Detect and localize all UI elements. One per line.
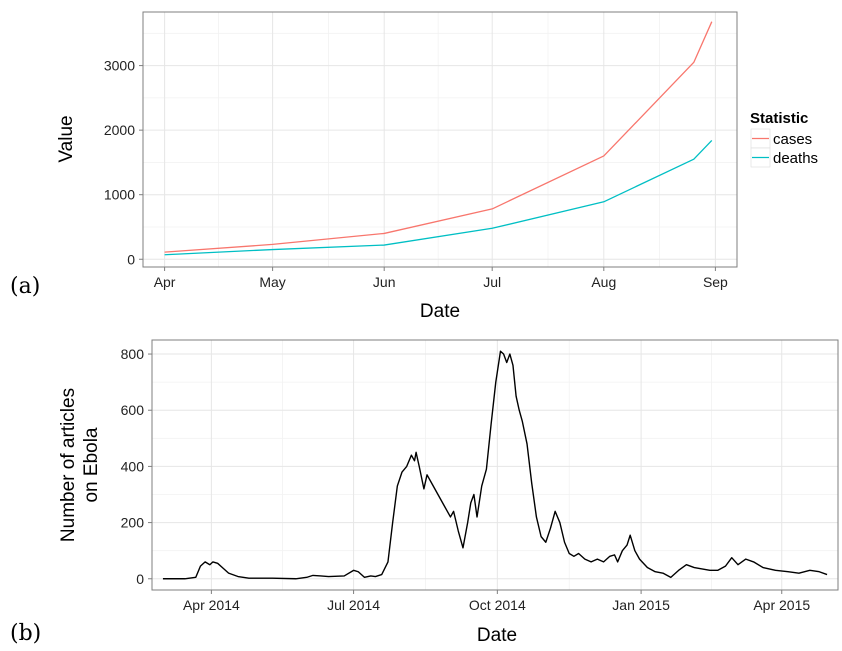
y-tick-label: 200: [121, 515, 145, 531]
y-tick-label: 600: [121, 402, 145, 418]
y-tick-label: 0: [127, 251, 135, 267]
chart-b: 0 200 400 600 800 Apr 2014 Jul 2014 Oct 2014 Jan…: [10, 339, 839, 646]
y-tick-label: 800: [121, 346, 145, 362]
chart-b-y-axis-title-line-1: Number of articles: [58, 388, 79, 542]
x-tick-label: Jun: [373, 274, 396, 290]
x-tick-label: Apr 2014: [183, 597, 240, 613]
chart-b-series: [162, 350, 828, 580]
x-tick-label: Jul: [483, 274, 501, 290]
chart-b-y-axis-title-line-2: on Ebola: [81, 427, 102, 502]
legend-label-cases: cases: [773, 131, 812, 148]
y-tick-label: 1000: [104, 187, 135, 203]
x-tick-label: Oct 2014: [469, 597, 526, 613]
x-tick-label: May: [259, 274, 285, 290]
chart-b-panel-label: (b): [10, 621, 41, 646]
series-line-cases: [164, 21, 713, 253]
chart-a-x-axis-title: Date: [420, 301, 460, 322]
chart-b-plot-area: [151, 339, 839, 591]
series-line-deaths: [164, 140, 713, 256]
chart-a-ticks: 0 1000 2000 3000 Apr May Jun Jul Aug Sep: [104, 58, 728, 290]
y-tick-label: 3000: [104, 58, 135, 74]
chart-a-plot-area: [142, 11, 738, 268]
x-tick-label: Apr 2015: [753, 597, 810, 613]
chart-a: 0 1000 2000 3000 Apr May Jun Jul Aug Sep Date Val…: [10, 11, 818, 322]
chart-b-ticks: 0 200 400 600 800 Apr 2014 Jul 2014 Oct 2014 Jan…: [121, 346, 811, 613]
chart-a-series: [164, 21, 713, 256]
legend-label-deaths: deaths: [773, 150, 818, 167]
chart-a-grid: [143, 12, 737, 267]
x-tick-label: Jul 2014: [327, 597, 380, 613]
y-tick-label: 400: [121, 458, 145, 474]
chart-a-y-axis-title: Value: [56, 115, 77, 162]
y-tick-label: 2000: [104, 122, 135, 138]
series-line-series-0: [162, 350, 828, 580]
chart-b-x-axis-title: Date: [477, 625, 517, 646]
x-tick-label: Jan 2015: [612, 597, 670, 613]
legend-title: Statistic: [750, 110, 808, 127]
x-tick-label: Apr: [154, 274, 176, 290]
y-tick-label: 0: [136, 571, 144, 587]
x-tick-label: Aug: [591, 274, 616, 290]
x-tick-label: Sep: [703, 274, 728, 290]
chart-a-legend: Statistic cases deaths: [750, 110, 818, 168]
chart-a-panel-label: (a): [10, 274, 40, 299]
